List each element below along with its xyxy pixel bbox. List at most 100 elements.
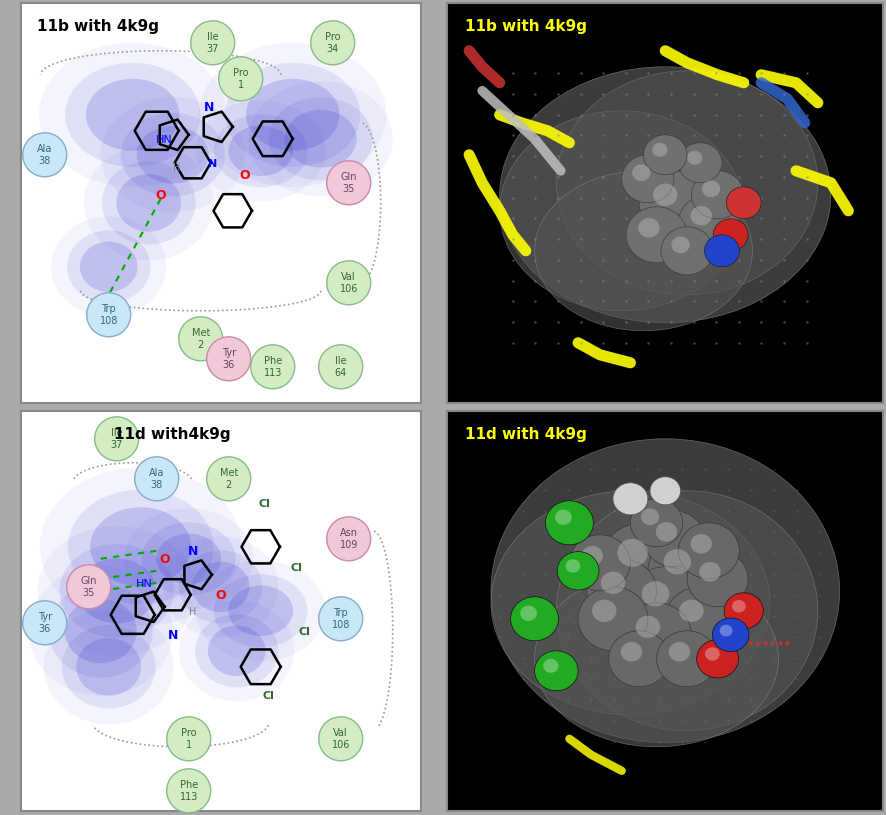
Circle shape [219,57,263,101]
Ellipse shape [500,111,743,311]
Circle shape [638,218,659,238]
Ellipse shape [156,534,222,584]
Ellipse shape [136,126,209,183]
Circle shape [657,631,718,687]
Ellipse shape [534,570,779,747]
Circle shape [639,171,709,235]
Ellipse shape [556,491,818,731]
Circle shape [679,143,722,183]
Circle shape [643,134,687,174]
Text: Asn
109: Asn 109 [339,528,358,549]
Circle shape [555,509,571,525]
Text: Met
2: Met 2 [220,468,238,490]
Ellipse shape [65,598,136,663]
Circle shape [570,535,631,591]
Ellipse shape [80,241,137,292]
Ellipse shape [101,97,245,213]
Text: Trp
108: Trp 108 [99,304,118,325]
Circle shape [679,195,740,251]
Ellipse shape [556,71,818,295]
Circle shape [167,717,211,760]
Ellipse shape [229,126,293,176]
Text: N: N [204,101,214,114]
Circle shape [669,642,690,662]
Circle shape [727,187,761,218]
Circle shape [699,562,720,582]
Circle shape [622,155,674,203]
Circle shape [251,345,295,389]
Text: 11b with 4k9g: 11b with 4k9g [465,19,587,33]
Ellipse shape [67,231,151,303]
Text: N: N [167,629,178,641]
Circle shape [557,552,599,590]
Circle shape [690,534,712,553]
Text: O: O [155,189,166,202]
Text: Trp
108: Trp 108 [331,608,350,630]
Ellipse shape [124,509,253,609]
Ellipse shape [65,63,200,167]
Text: Phe
113: Phe 113 [263,356,282,377]
Circle shape [327,517,370,561]
Circle shape [543,659,558,673]
Ellipse shape [51,217,167,317]
Circle shape [95,416,139,460]
Ellipse shape [246,79,339,151]
Circle shape [587,559,657,623]
Text: Cl: Cl [299,627,311,637]
Ellipse shape [249,82,392,196]
Ellipse shape [195,615,278,687]
Ellipse shape [229,586,293,636]
Circle shape [724,593,764,629]
Circle shape [712,618,749,651]
Circle shape [311,20,354,64]
Circle shape [520,606,537,621]
Circle shape [579,587,648,651]
Circle shape [665,587,735,651]
Text: Tyr
36: Tyr 36 [37,612,51,633]
Circle shape [534,651,579,691]
Text: 11d with4k9g: 11d with4k9g [114,427,231,442]
Circle shape [664,549,691,575]
Circle shape [206,456,251,500]
Ellipse shape [120,113,225,196]
Ellipse shape [59,544,174,637]
Circle shape [648,535,727,607]
Text: Pro
1: Pro 1 [181,728,197,750]
Circle shape [635,615,660,638]
Circle shape [656,522,677,542]
Circle shape [687,551,748,607]
Ellipse shape [491,491,770,715]
Circle shape [613,482,648,515]
Text: O: O [215,588,226,601]
Ellipse shape [86,79,180,151]
Ellipse shape [179,550,262,623]
Circle shape [652,143,667,156]
Circle shape [23,133,66,177]
Text: Phe
113: Phe 113 [180,780,198,802]
Circle shape [631,499,683,547]
Circle shape [704,235,740,267]
Text: Ile
64: Ile 64 [335,356,346,377]
Ellipse shape [196,100,325,201]
Ellipse shape [196,561,325,661]
Circle shape [633,165,650,181]
Text: Val
106: Val 106 [331,728,350,750]
Circle shape [179,317,222,361]
Circle shape [206,337,251,381]
Circle shape [621,642,642,662]
Circle shape [87,293,131,337]
Circle shape [319,597,362,641]
Ellipse shape [62,625,156,708]
Ellipse shape [116,174,181,231]
Circle shape [641,509,659,525]
Text: 11d with 4k9g: 11d with 4k9g [465,427,587,442]
Circle shape [622,603,691,667]
Ellipse shape [49,584,152,677]
Text: Ile
37: Ile 37 [111,428,123,450]
Circle shape [687,151,703,165]
Circle shape [581,546,603,566]
Circle shape [565,559,580,573]
Circle shape [600,522,687,603]
Ellipse shape [84,145,214,260]
Ellipse shape [90,507,191,586]
